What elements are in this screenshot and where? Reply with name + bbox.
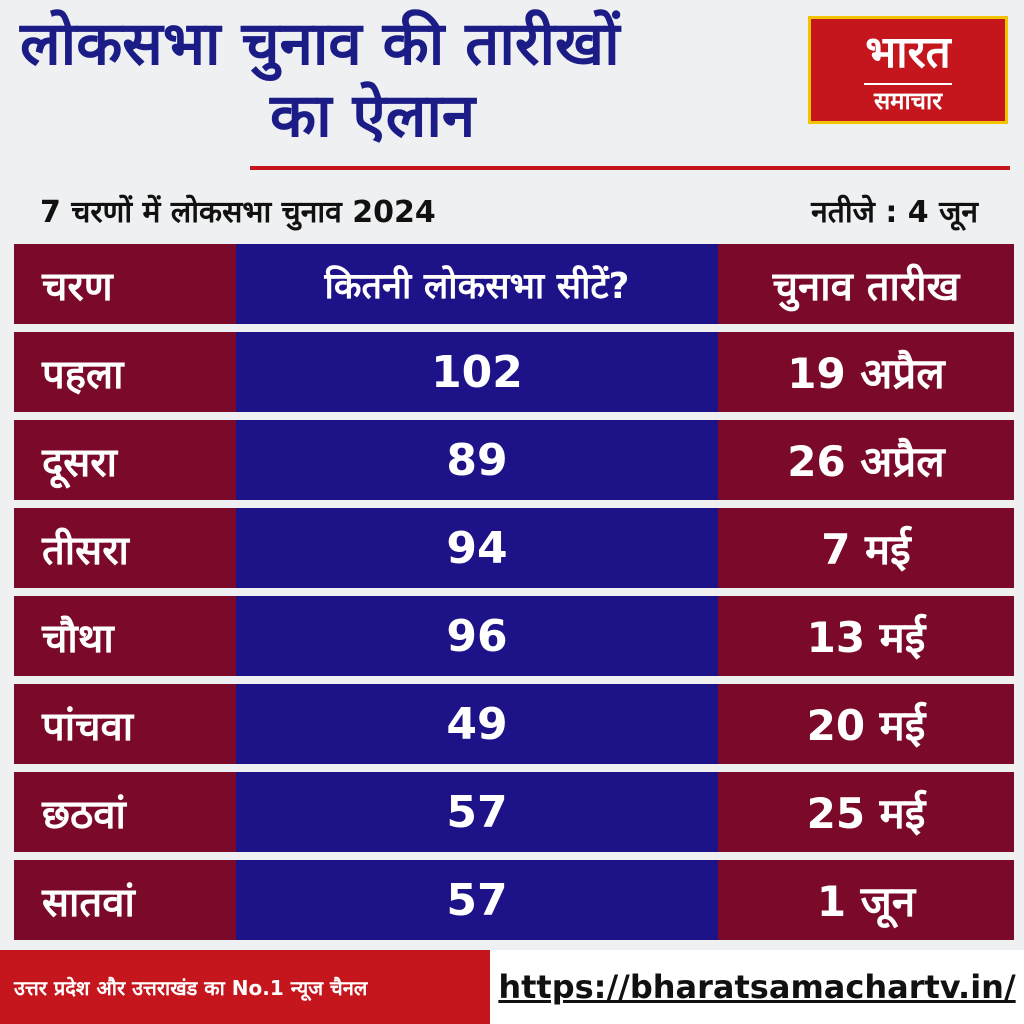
phase-cell: दूसरा <box>14 420 236 500</box>
table-row: चौथा 96 13 मई <box>14 596 1014 676</box>
seats-cell: 57 <box>236 860 718 940</box>
table-row: पांचवा 49 20 मई <box>14 684 1014 764</box>
table-row: तीसरा 94 7 मई <box>14 508 1014 588</box>
subtitle: 7 चरणों में लोकसभा चुनाव 2024 <box>40 195 436 230</box>
result-date: नतीजे : 4 जून <box>811 195 978 230</box>
table-row: दूसरा 89 26 अप्रैल <box>14 420 1014 500</box>
date-cell: 19 अप्रैल <box>718 332 1014 412</box>
date-cell: 7 मई <box>718 508 1014 588</box>
page-title: लोकसभा चुनाव की तारीखों का ऐलान <box>20 8 800 152</box>
seats-cell: 49 <box>236 684 718 764</box>
table-row: पहला 102 19 अप्रैल <box>14 332 1014 412</box>
bharat-samachar-logo: भारत समाचार <box>808 16 1008 124</box>
logo-sub-text: समाचार <box>863 83 953 117</box>
footer-url-link[interactable]: https://bharatsamachartv.in/ <box>490 950 1024 1024</box>
seats-cell: 89 <box>236 420 718 500</box>
phase-cell: चौथा <box>14 596 236 676</box>
phase-cell: तीसरा <box>14 508 236 588</box>
header-phase: चरण <box>14 244 236 324</box>
header-date: चुनाव तारीख <box>718 244 1014 324</box>
table-row: सातवां 57 1 जून <box>14 860 1014 940</box>
title-line-1: लोकसभा चुनाव की तारीखों <box>20 9 620 79</box>
phase-cell: पांचवा <box>14 684 236 764</box>
date-cell: 1 जून <box>718 860 1014 940</box>
table-row: छठवां 57 25 मई <box>14 772 1014 852</box>
logo-main-text: भारत <box>865 27 951 78</box>
header-seats: कितनी लोकसभा सीटें? <box>236 244 718 324</box>
seats-cell: 102 <box>236 332 718 412</box>
date-cell: 25 मई <box>718 772 1014 852</box>
table-header-row: चरण कितनी लोकसभा सीटें? चुनाव तारीख <box>14 244 1014 324</box>
footer-tagline: उत्तर प्रदेश और उत्तराखंड का No.1 न्यूज … <box>0 950 490 1024</box>
title-divider <box>250 166 1010 170</box>
seats-cell: 94 <box>236 508 718 588</box>
phase-cell: सातवां <box>14 860 236 940</box>
title-line-2: का ऐलान <box>270 81 476 151</box>
date-cell: 20 मई <box>718 684 1014 764</box>
election-schedule-table: चरण कितनी लोकसभा सीटें? चुनाव तारीख पहला… <box>14 244 1014 948</box>
date-cell: 13 मई <box>718 596 1014 676</box>
seats-cell: 96 <box>236 596 718 676</box>
seats-cell: 57 <box>236 772 718 852</box>
date-cell: 26 अप्रैल <box>718 420 1014 500</box>
phase-cell: पहला <box>14 332 236 412</box>
phase-cell: छठवां <box>14 772 236 852</box>
